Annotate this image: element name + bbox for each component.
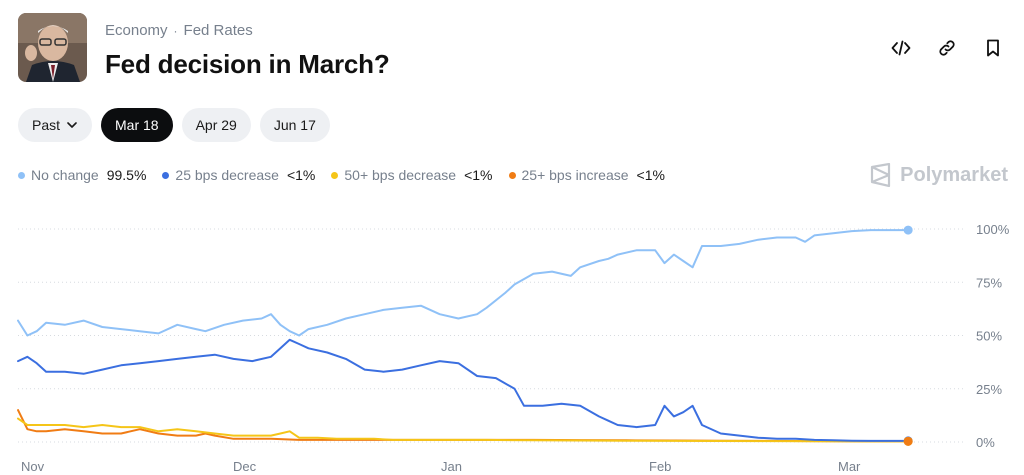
tab-label: Past	[32, 117, 61, 133]
link-icon[interactable]	[936, 37, 958, 59]
tab-past[interactable]: Past	[18, 108, 93, 142]
breadcrumb-separator: ·	[173, 23, 178, 38]
legend-item-50bps-decrease: 50+ bps decrease <1%	[331, 167, 493, 183]
breadcrumb: Economy · Fed Rates	[105, 22, 253, 39]
y-tick-label: 50%	[976, 329, 1002, 344]
chart-legend: No change 99.5% 25 bps decrease <1% 50+ …	[18, 167, 665, 183]
y-tick-label: 100%	[976, 222, 1010, 237]
market-thumbnail	[18, 13, 87, 82]
breadcrumb-category[interactable]: Economy	[105, 22, 168, 39]
tab-jun-17[interactable]: Jun 17	[259, 108, 330, 142]
polymarket-logo-icon	[871, 163, 891, 187]
legend-item-25bps-decrease: 25 bps decrease <1%	[162, 167, 315, 183]
breadcrumb-subcategory[interactable]: Fed Rates	[183, 22, 253, 39]
portrait-image	[18, 13, 87, 82]
bookmark-icon[interactable]	[982, 37, 1004, 59]
x-tick-label: Nov	[21, 459, 45, 474]
legend-value: <1%	[464, 167, 493, 183]
page-title: Fed decision in March?	[105, 49, 390, 79]
price-chart[interactable]: 100% 75% 50% 25% 0% Nov Dec Jan Feb Mar	[0, 195, 1024, 475]
legend-dot	[508, 171, 516, 179]
tab-apr-29[interactable]: Apr 29	[181, 108, 251, 142]
legend-item-25bps-increase: 25+ bps increase <1%	[508, 167, 665, 183]
x-tick-label: Dec	[233, 459, 257, 474]
embed-icon[interactable]	[890, 37, 912, 59]
legend-dot	[162, 171, 170, 179]
series-line-25-bps-increase	[17, 409, 910, 443]
y-tick-label: 25%	[976, 382, 1002, 397]
chevron-down-icon	[67, 122, 77, 128]
market-header: Economy · Fed Rates Fed decision in Marc…	[18, 13, 1008, 83]
date-tabs: Past Mar 18 Apr 29 Jun 17	[18, 108, 330, 142]
legend-label: 50+ bps decrease	[344, 167, 457, 183]
series-end-marker-25-bps-increase	[903, 436, 913, 446]
legend-dot	[331, 171, 339, 179]
header-actions	[890, 37, 1004, 59]
series-line-25-bps-decrease	[17, 338, 910, 442]
legend-label: No change	[31, 167, 99, 183]
legend-item-no-change: No change 99.5%	[18, 167, 146, 183]
y-tick-label: 0%	[976, 435, 995, 450]
series-line-no-change	[17, 229, 910, 337]
series-end-marker-no-change	[903, 225, 913, 235]
tab-mar-18[interactable]: Mar 18	[101, 108, 173, 142]
legend-label: 25 bps decrease	[175, 167, 279, 183]
legend-label: 25+ bps increase	[521, 167, 629, 183]
tab-label: Apr 29	[195, 117, 237, 133]
x-tick-label: Mar	[838, 459, 861, 474]
series-line-50-bps-decrease	[17, 417, 910, 443]
tab-label: Mar 18	[115, 117, 159, 133]
legend-dot	[18, 171, 25, 179]
legend-value: 99.5%	[106, 167, 147, 183]
legend-value: <1%	[636, 167, 665, 183]
x-tick-label: Jan	[441, 459, 462, 474]
brand-name: Polymarket	[900, 163, 1008, 186]
legend-value: <1%	[286, 167, 316, 183]
y-tick-label: 75%	[976, 275, 1002, 290]
brand-watermark: Polymarket	[870, 163, 1008, 187]
tab-label: Jun 17	[273, 117, 316, 133]
x-tick-label: Feb	[649, 459, 671, 474]
